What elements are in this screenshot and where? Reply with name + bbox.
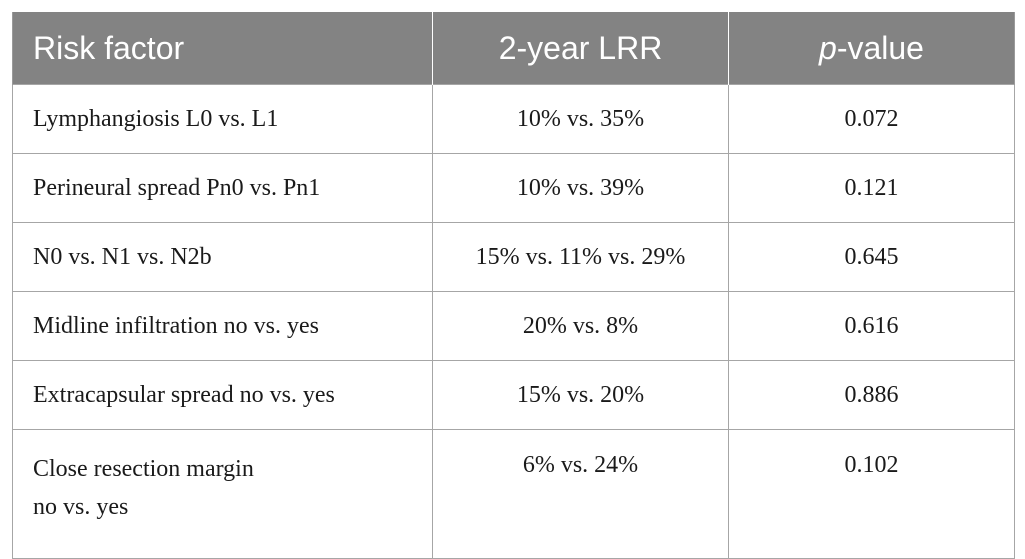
header-p-suffix: -value	[836, 29, 924, 66]
lrr-cell: 6% vs. 24%	[432, 429, 729, 559]
lrr-cell: 15% vs. 20%	[432, 360, 729, 430]
lrr-cell: 10% vs. 39%	[432, 153, 729, 223]
p-value-cell: 0.102	[728, 429, 1015, 559]
p-value-cell: 0.121	[728, 153, 1015, 223]
header-p-value: p-value	[728, 12, 1015, 85]
lrr-cell: 15% vs. 11% vs. 29%	[432, 222, 729, 292]
p-value-cell: 0.645	[728, 222, 1015, 292]
header-row: Risk factor 2-year LRR p-value	[12, 12, 1015, 85]
header-2-year-lrr: 2-year LRR	[432, 12, 729, 85]
table-row: Lymphangiosis L0 vs. L1 10% vs. 35% 0.07…	[12, 84, 1015, 154]
table-body: Lymphangiosis L0 vs. L1 10% vs. 35% 0.07…	[12, 84, 1015, 559]
risk-factor-cell: Lymphangiosis L0 vs. L1	[12, 84, 433, 154]
risk-factor-line-1: Close resection margin	[33, 456, 254, 482]
risk-factor-cell: Extracapsular spread no vs. yes	[12, 360, 433, 430]
risk-factor-cell: N0 vs. N1 vs. N2b	[12, 222, 433, 292]
table-row: Midline infiltration no vs. yes 20% vs. …	[12, 291, 1015, 361]
risk-factor-table: Risk factor 2-year LRR p-value Lymphangi…	[12, 12, 1015, 559]
header-risk-factor: Risk factor	[12, 12, 433, 85]
p-value-cell: 0.616	[728, 291, 1015, 361]
lrr-cell: 10% vs. 35%	[432, 84, 729, 154]
risk-factor-line-2: no vs. yes	[33, 494, 129, 520]
risk-factor-cell: Midline infiltration no vs. yes	[12, 291, 433, 361]
table-row: Perineural spread Pn0 vs. Pn1 10% vs. 39…	[12, 153, 1015, 223]
p-value-cell: 0.072	[728, 84, 1015, 154]
lrr-cell: 20% vs. 8%	[432, 291, 729, 361]
header-p-italic: p	[819, 29, 837, 66]
table-row: Extracapsular spread no vs. yes 15% vs. …	[12, 360, 1015, 430]
table-row: Close resection margin no vs. yes 6% vs. …	[12, 429, 1015, 559]
risk-factor-cell: Close resection margin no vs. yes	[12, 429, 433, 559]
table-row: N0 vs. N1 vs. N2b 15% vs. 11% vs. 29% 0.…	[12, 222, 1015, 292]
p-value-cell: 0.886	[728, 360, 1015, 430]
risk-factor-cell: Perineural spread Pn0 vs. Pn1	[12, 153, 433, 223]
table-header: Risk factor 2-year LRR p-value	[12, 12, 1015, 85]
